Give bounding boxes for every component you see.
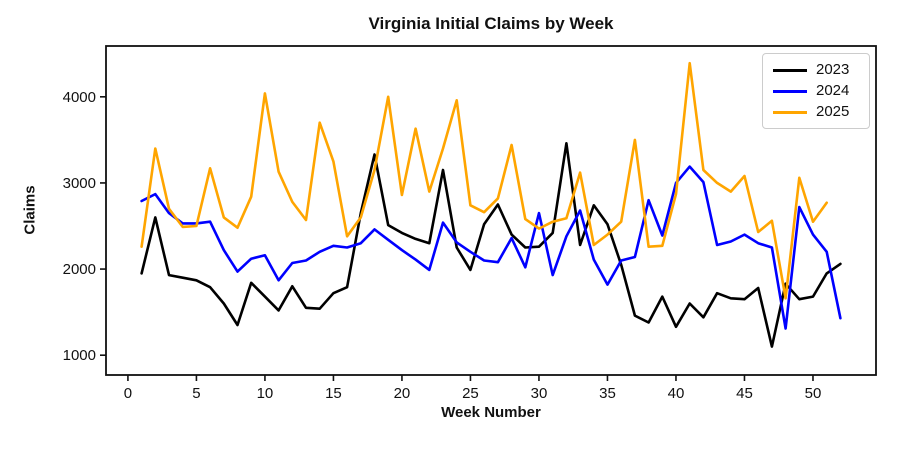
svg-text:4000: 4000	[63, 89, 96, 106]
svg-text:35: 35	[599, 385, 616, 402]
svg-text:50: 50	[805, 385, 822, 402]
legend-label-2025: 2025	[816, 103, 850, 120]
svg-text:30: 30	[531, 385, 548, 402]
legend-item-2024: 2024	[773, 83, 859, 99]
svg-text:25: 25	[462, 385, 479, 402]
svg-text:2000: 2000	[63, 261, 96, 278]
svg-text:0: 0	[124, 385, 132, 402]
legend-line-swatch-2025	[773, 110, 807, 114]
svg-text:15: 15	[325, 385, 342, 402]
svg-text:40: 40	[668, 385, 685, 402]
y-axis-label: Claims	[21, 185, 39, 235]
svg-text:20: 20	[394, 385, 411, 402]
chart-title: Virginia Initial Claims by Week	[368, 14, 614, 33]
svg-text:5: 5	[192, 385, 200, 402]
x-axis-label: Week Number	[441, 404, 541, 421]
legend-item-2025: 2025	[773, 104, 859, 120]
legend-line-swatch-2024	[773, 89, 807, 93]
svg-text:1000: 1000	[63, 347, 96, 364]
legend: 2023 2024 2025	[762, 53, 870, 129]
legend-label-2023: 2023	[816, 61, 850, 78]
legend-item-2023: 2023	[773, 62, 859, 78]
legend-line-swatch-2023	[773, 68, 807, 72]
svg-text:3000: 3000	[63, 175, 96, 192]
svg-text:10: 10	[257, 385, 274, 402]
legend-label-2024: 2024	[816, 82, 850, 99]
svg-text:45: 45	[736, 385, 753, 402]
